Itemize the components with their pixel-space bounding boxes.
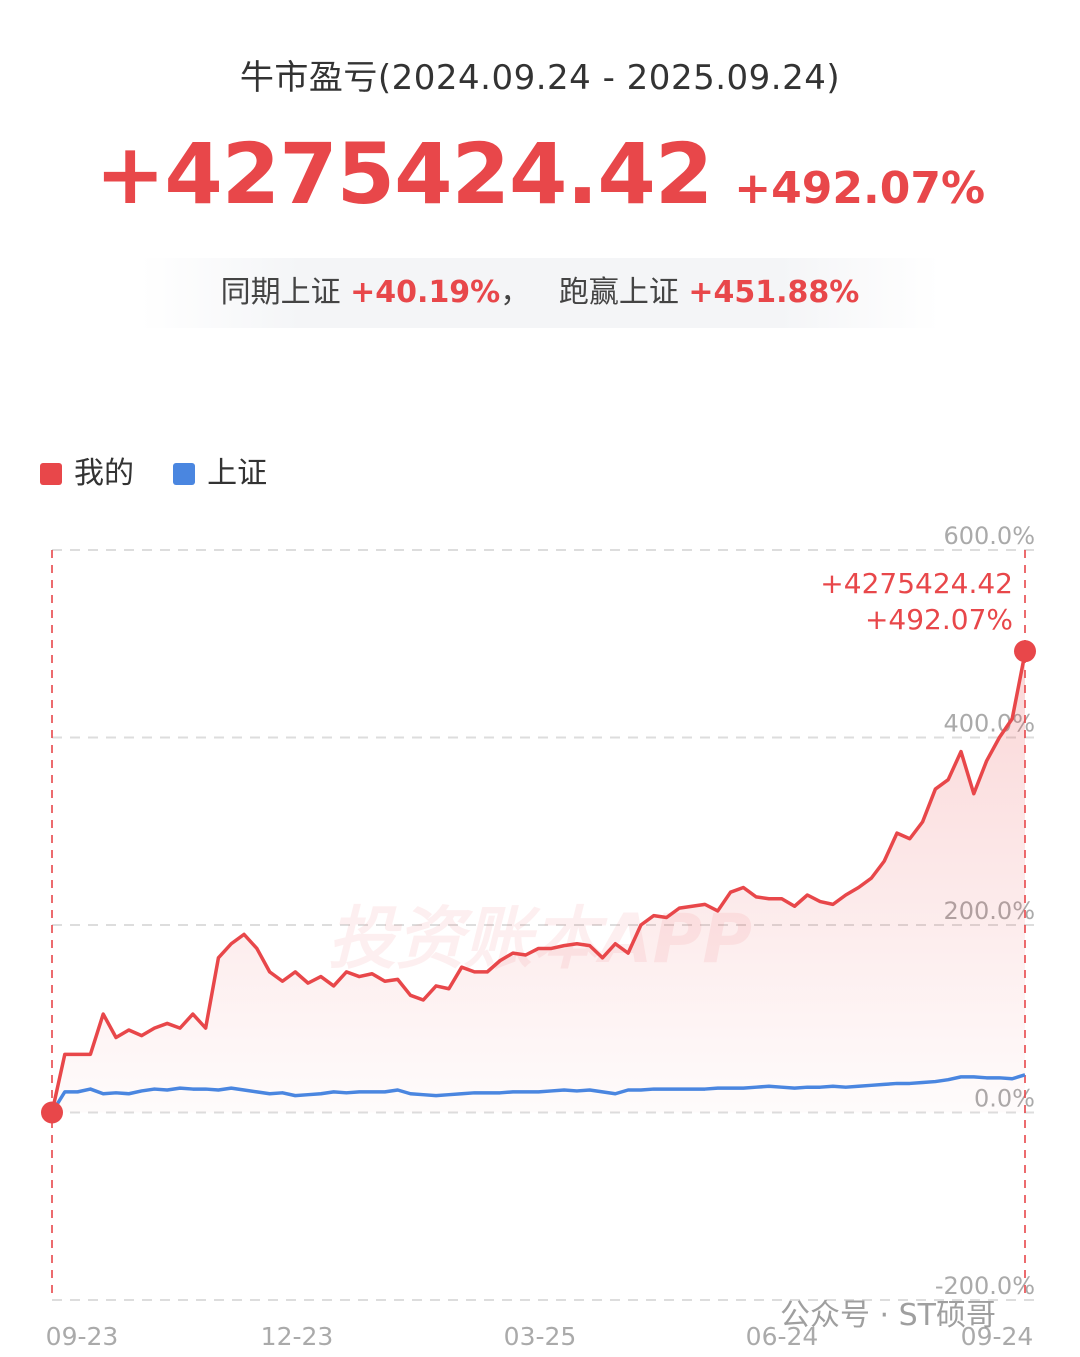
end-point-dot bbox=[1014, 640, 1036, 663]
x-tick-label: 09-24 bbox=[961, 1322, 1034, 1351]
legend-item-index[interactable]: 上证 bbox=[173, 448, 267, 492]
start-point-dot bbox=[41, 1101, 63, 1124]
total-profit-amount: +4275424.42 bbox=[94, 125, 713, 223]
comparison-separator: ， bbox=[500, 275, 531, 310]
chart-legend: 我的 上证 bbox=[40, 448, 301, 491]
y-tick-label: 600.0% bbox=[943, 522, 1035, 550]
benchmark-label: 同期上证 bbox=[220, 275, 341, 310]
outperform-label: 跑赢上证 bbox=[558, 275, 679, 310]
end-annotation-amount: +4275424.42 bbox=[820, 567, 1013, 600]
series-line-index bbox=[50, 1073, 1026, 1114]
headline-result: +4275424.42 +492.07% bbox=[0, 125, 1080, 223]
series-area-mine bbox=[52, 653, 1025, 1113]
x-tick-label: 06-24 bbox=[746, 1322, 819, 1351]
legend-swatch-mine bbox=[40, 463, 62, 485]
series-line-mine bbox=[50, 652, 1027, 1113]
page-title: 牛市盈亏(2024.09.24 - 2025.09.24) bbox=[239, 58, 841, 98]
benchmark-comparison: 同期上证 +40.19%， 跑赢上证 +451.88% bbox=[140, 258, 940, 328]
outperform-value: +451.88% bbox=[688, 275, 860, 310]
legend-item-mine[interactable]: 我的 bbox=[40, 448, 134, 492]
summary-header: 牛市盈亏(2024.09.24 - 2025.09.24) +4275424.4… bbox=[0, 0, 1080, 340]
x-tick-label: 09-23 bbox=[46, 1322, 119, 1351]
total-profit-percent: +492.07% bbox=[734, 163, 986, 214]
x-tick-label: 03-25 bbox=[504, 1322, 577, 1351]
benchmark-return: +40.19% bbox=[350, 275, 501, 310]
y-tick-label: -200.0% bbox=[935, 1272, 1035, 1300]
legend-label-mine: 我的 bbox=[74, 456, 134, 491]
end-annotation-percent: +492.07% bbox=[865, 603, 1013, 636]
x-tick-label: 12-23 bbox=[261, 1322, 334, 1351]
legend-label-index: 上证 bbox=[207, 456, 268, 491]
footer-watermark: 公众号 · ST硕哥 bbox=[780, 1298, 996, 1333]
legend-swatch-index bbox=[173, 463, 196, 485]
profit-line-chart[interactable]: 600.0%400.0%200.0%0.0%-200.0%09-2312-230… bbox=[0, 500, 1080, 1357]
